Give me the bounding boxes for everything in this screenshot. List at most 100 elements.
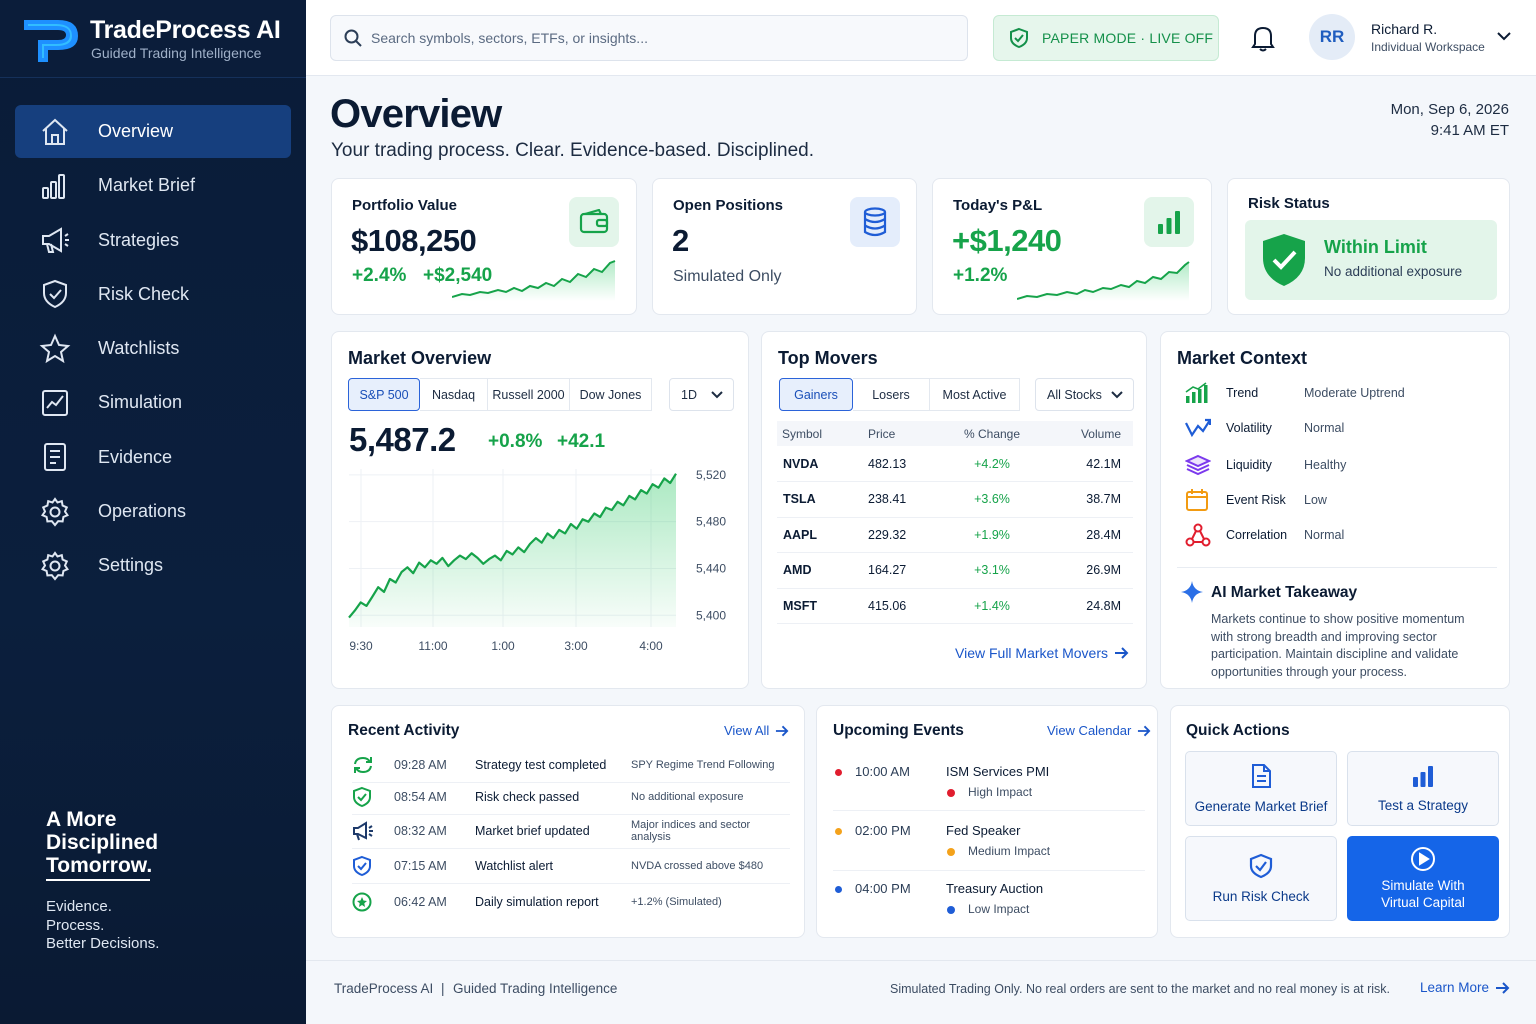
divider [1177,567,1497,568]
event-impact: Medium Impact [968,844,1051,858]
y-tick-label: 5,400 [696,608,726,622]
generate-market-brief-button[interactable]: Generate Market Brief [1185,751,1337,826]
col-header[interactable]: Symbol [777,421,857,446]
takeaway-line: with strong breadth and improving sector [1211,629,1437,644]
tab-russell-2000[interactable]: Russell 2000 [488,378,570,411]
link-label: View Full Market Movers [955,645,1109,661]
activity-row[interactable]: 06:42 AM Daily simulation report +1.2% (… [352,884,790,919]
sidebar-item-watchlists[interactable]: Watchlists [15,322,291,375]
cell-volume: 42.1M [1047,446,1133,482]
x-tick-label: 1:00 [491,639,515,653]
view-full-movers-link[interactable]: View Full Market Movers [955,645,1129,661]
activity-row[interactable]: 07:15 AM Watchlist alert NVDA crossed ab… [352,849,790,884]
sidebar-item-evidence[interactable]: Evidence [15,431,291,484]
bell-icon[interactable] [1246,22,1280,54]
logo-icon [24,20,78,62]
view-all-link[interactable]: View All [724,723,789,738]
line-chart-icon [42,389,68,416]
logo-block[interactable]: TradeProcess AI Guided Trading Intellige… [0,0,306,78]
activity-row[interactable]: 09:28 AM Strategy test completed SPY Reg… [352,748,790,783]
tab-dow-jones[interactable]: Dow Jones [570,378,652,411]
context-value: Moderate Uptrend [1304,386,1405,400]
sidebar-item-operations[interactable]: Operations [15,485,291,538]
star-icon [39,333,71,363]
sidebar-item-simulation[interactable]: Simulation [15,376,291,429]
context-row-event-risk: Event Risk Low [1185,489,1327,511]
tag-line: Evidence. [46,898,112,915]
event-row[interactable]: 04:00 PM Treasury Auction Low Impact [833,881,1145,926]
trend-bars-icon [1185,382,1208,403]
impact-dot [947,906,955,914]
tab-losers[interactable]: Losers [853,378,930,411]
table-row[interactable]: NVDA 482.13 +4.2% 42.1M [777,446,1133,482]
search-box[interactable] [330,15,968,61]
test-strategy-button[interactable]: Test a Strategy [1347,751,1499,826]
activity-row[interactable]: 08:54 AM Risk check passed No additional… [352,780,790,815]
activity-time: 07:15 AM [394,859,447,873]
activity-time: 09:28 AM [394,758,447,772]
cell-symbol: NVDA [777,446,857,482]
table-row[interactable]: AAPL 229.32 +1.9% 28.4M [777,517,1133,553]
event-row[interactable]: 02:00 PM Fed Speaker Medium Impact [833,823,1145,871]
document-icon [1252,763,1271,788]
view-calendar-link[interactable]: View Calendar [1047,723,1151,738]
kpi-title: Portfolio Value [352,197,458,214]
user-name[interactable]: Richard R. [1371,21,1438,37]
run-risk-check-button[interactable]: Run Risk Check [1185,836,1337,921]
takeaway-line: opportunities through your process. [1211,664,1407,679]
avatar[interactable]: RR [1309,14,1355,60]
section-title: Top Movers [778,348,878,368]
paper-mode-badge[interactable]: PAPER MODE · LIVE OFF [993,15,1219,61]
context-label: Event Risk [1226,493,1286,507]
chevron-down-icon[interactable] [1496,30,1512,42]
learn-more-link[interactable]: Learn More [1420,980,1510,995]
date-time: Mon, Sep 6, 2026 9:41 AM ET [1391,99,1509,141]
simulate-virtual-capital-button[interactable]: Simulate With Virtual Capital [1347,836,1499,921]
page-title: Overview [330,92,502,136]
activity-name: Risk check passed [475,790,580,804]
takeaway-text: Markets continue to show positive moment… [1211,611,1465,681]
shield-icon [43,280,67,309]
kpi-title: Today's P&L [953,197,1043,214]
context-value: Healthy [1304,458,1347,472]
top-bar: PAPER MODE · LIVE OFF RR Richard R. Indi… [306,0,1536,76]
col-header[interactable]: % Change [937,421,1047,446]
context-row-volatility: Volatility Normal [1185,417,1344,439]
tab-nasdaq[interactable]: Nasdaq [420,378,488,411]
table-row[interactable]: MSFT 415.06 +1.4% 24.8M [777,588,1133,624]
sidebar-tagline: A More Disciplined Tomorrow. [46,808,159,877]
cell-symbol: AMD [777,552,857,589]
event-impact: Low Impact [968,902,1030,916]
tab-gainers[interactable]: Gainers [779,378,853,411]
document-icon [44,443,66,472]
footer-disclaimer: Simulated Trading Only. No real orders a… [890,982,1390,996]
sidebar-item-label: Strategies [98,229,180,250]
table-row[interactable]: AMD 164.27 +3.1% 26.9M [777,552,1133,589]
top-movers-card: Top Movers Gainers Losers Most Active Al… [761,331,1147,689]
current-time: 9:41 AM ET [1430,122,1509,139]
tab-most-active[interactable]: Most Active [930,378,1020,411]
event-row[interactable]: 10:00 AM ISM Services PMI High Impact [833,764,1145,811]
col-header[interactable]: Volume [1047,421,1133,446]
stocks-filter-select[interactable]: All Stocks [1035,378,1134,411]
pnl-sparkline [1017,261,1190,301]
kpi-value: 2 [672,223,689,258]
cell-price: 415.06 [857,588,937,624]
index-line-chart[interactable]: 9:30 11:00 1:00 3:00 4:00 5,520 5,480 5,440 5,40… [332,452,750,662]
activity-row[interactable]: 08:32 AM Market brief updated Major indi… [352,814,790,849]
col-header[interactable]: Price [857,421,937,446]
table-row[interactable]: TSLA 238.41 +3.6% 38.7M [777,481,1133,518]
sidebar-item-overview[interactable]: Overview [15,105,291,158]
sidebar-item-settings[interactable]: Settings [15,539,291,592]
section-title: Market Overview [348,348,492,368]
qa-label: Run Risk Check [1212,888,1310,904]
range-select[interactable]: 1D [669,378,734,411]
sidebar-item-strategies[interactable]: Strategies [15,214,291,267]
search-icon [344,29,362,47]
sidebar-item-risk-check[interactable]: Risk Check [15,268,291,321]
sidebar-item-market-brief[interactable]: Market Brief [15,159,291,212]
search-input[interactable] [371,30,951,46]
sidebar-nav: Overview Market Brief Strategies Risk Ch… [15,105,291,594]
tab-sp500[interactable]: S&P 500 [348,378,420,411]
activity-time: 06:42 AM [394,894,447,909]
